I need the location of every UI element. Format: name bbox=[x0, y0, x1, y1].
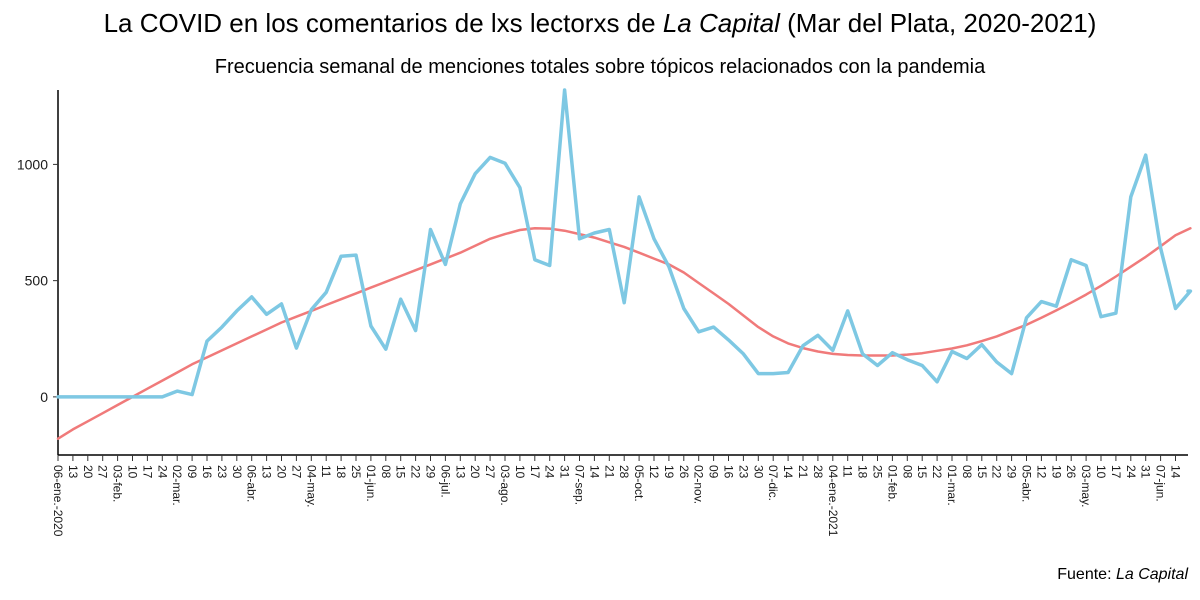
x-tick-label: 19 bbox=[1049, 465, 1063, 479]
x-tick-label: 01-feb. bbox=[885, 465, 899, 502]
x-tick-label: 15 bbox=[915, 465, 929, 479]
x-tick-label: 05-abr. bbox=[1020, 465, 1034, 502]
x-tick-label: 11 bbox=[319, 465, 333, 478]
x-tick-label: 27 bbox=[96, 465, 110, 479]
x-tick-label: 15 bbox=[394, 465, 408, 479]
x-tick-label: 31 bbox=[1139, 465, 1153, 479]
x-tick-label: 24 bbox=[155, 465, 169, 479]
x-tick-label: 24 bbox=[543, 465, 557, 479]
x-tick-label: 01-jun. bbox=[364, 465, 378, 502]
x-tick-label: 21 bbox=[602, 465, 616, 479]
x-tick-label: 27 bbox=[289, 465, 303, 479]
x-tick-label: 10 bbox=[1094, 465, 1108, 479]
x-tick-label: 02-nov. bbox=[692, 465, 706, 504]
x-tick-label: 17 bbox=[1109, 465, 1123, 479]
x-tick-label: 10 bbox=[513, 465, 527, 479]
x-tick-label: 06-ene.-2020 bbox=[51, 465, 65, 537]
y-tick-label: 0 bbox=[40, 389, 48, 405]
chart-subtitle: Frecuencia semanal de menciones totales … bbox=[214, 56, 986, 78]
trend-line bbox=[56, 227, 1192, 440]
x-tick-label: 17 bbox=[528, 465, 542, 479]
x-tick-label: 07-jun. bbox=[1154, 465, 1168, 502]
x-tick-label: 20 bbox=[81, 465, 95, 479]
x-tick-label: 07-dic. bbox=[766, 465, 780, 501]
source-caption: Fuente: La Capital bbox=[1057, 566, 1188, 584]
x-tick-label: 20 bbox=[275, 465, 289, 479]
x-tick-label: 06-jul. bbox=[438, 465, 452, 498]
x-tick-label: 03-may. bbox=[1079, 465, 1093, 507]
x-tick-label: 04-ene.-2021 bbox=[826, 465, 840, 537]
x-tick-label: 10 bbox=[126, 465, 140, 479]
x-tick-label: 16 bbox=[722, 465, 736, 479]
chart-title-italic: La Capital bbox=[662, 8, 780, 38]
x-tick-label: 25 bbox=[871, 465, 885, 479]
weekly-mentions-line bbox=[56, 88, 1193, 399]
x-tick-label: 09 bbox=[707, 465, 721, 479]
x-tick-label: 29 bbox=[424, 465, 438, 479]
x-tick-label: 29 bbox=[1005, 465, 1019, 479]
x-tick-label: 08 bbox=[900, 465, 914, 479]
x-tick-label: 30 bbox=[230, 465, 244, 479]
x-tick-label: 18 bbox=[856, 465, 870, 479]
x-tick-label: 15 bbox=[975, 465, 989, 479]
x-tick-label: 17 bbox=[140, 465, 154, 479]
x-tick-label: 11 bbox=[841, 465, 855, 478]
x-tick-label: 23 bbox=[736, 465, 750, 479]
x-tick-label: 08 bbox=[960, 465, 974, 479]
x-tick-label: 28 bbox=[811, 465, 825, 479]
x-tick-label: 03-feb. bbox=[111, 465, 125, 502]
x-tick-label: 20 bbox=[468, 465, 482, 479]
y-tick-label: 500 bbox=[25, 273, 49, 289]
x-tick-label: 16 bbox=[200, 465, 214, 479]
x-tick-label: 26 bbox=[677, 465, 691, 479]
x-tick-label: 12 bbox=[1034, 465, 1048, 479]
x-tick-label: 03-ago. bbox=[498, 465, 512, 506]
x-tick-label: 24 bbox=[1124, 465, 1138, 479]
x-tick-label: 13 bbox=[453, 465, 467, 479]
x-tick-label: 31 bbox=[558, 465, 572, 479]
x-tick-label: 19 bbox=[662, 465, 676, 479]
x-tick-label: 09 bbox=[185, 465, 199, 479]
source-caption-italic: La Capital bbox=[1115, 566, 1188, 583]
x-tick-label: 27 bbox=[483, 465, 497, 479]
x-tick-label: 01-mar. bbox=[945, 465, 959, 506]
x-tick-label: 22 bbox=[990, 465, 1004, 479]
y-tick-label: 1000 bbox=[17, 156, 48, 172]
x-tick-label: 14 bbox=[587, 465, 601, 479]
chart-title-main: La COVID en los comentarios de lxs lecto… bbox=[103, 8, 663, 38]
chart-title: La COVID en los comentarios de lxs lecto… bbox=[0, 8, 1200, 39]
x-tick-label: 21 bbox=[796, 465, 810, 479]
x-tick-label: 04-may. bbox=[304, 465, 318, 507]
x-tick-label: 13 bbox=[66, 465, 80, 479]
x-tick-label: 26 bbox=[1064, 465, 1078, 479]
x-tick-label: 05-oct. bbox=[632, 465, 646, 502]
x-tick-label: 08 bbox=[379, 465, 393, 479]
x-tick-label: 12 bbox=[647, 465, 661, 479]
x-tick-label: 22 bbox=[930, 465, 944, 479]
x-tick-label: 14 bbox=[1169, 465, 1183, 479]
x-tick-label: 07-sep. bbox=[573, 465, 587, 505]
x-tick-label: 25 bbox=[349, 465, 363, 479]
x-tick-label: 06-abr. bbox=[245, 465, 259, 502]
x-tick-label: 28 bbox=[617, 465, 631, 479]
x-tick-label: 14 bbox=[781, 465, 795, 479]
chart-title-tail: (Mar del Plata, 2020-2021) bbox=[779, 8, 1097, 38]
x-tick-label: 23 bbox=[215, 465, 229, 479]
source-caption-prefix: Fuente: bbox=[1057, 566, 1116, 583]
x-tick-label: 13 bbox=[260, 465, 274, 479]
x-tick-label: 02-mar. bbox=[170, 465, 184, 506]
series-layer bbox=[56, 88, 1193, 440]
x-tick-label: 30 bbox=[751, 465, 765, 479]
x-tick-label: 22 bbox=[409, 465, 423, 479]
x-tick-label: 18 bbox=[334, 465, 348, 479]
